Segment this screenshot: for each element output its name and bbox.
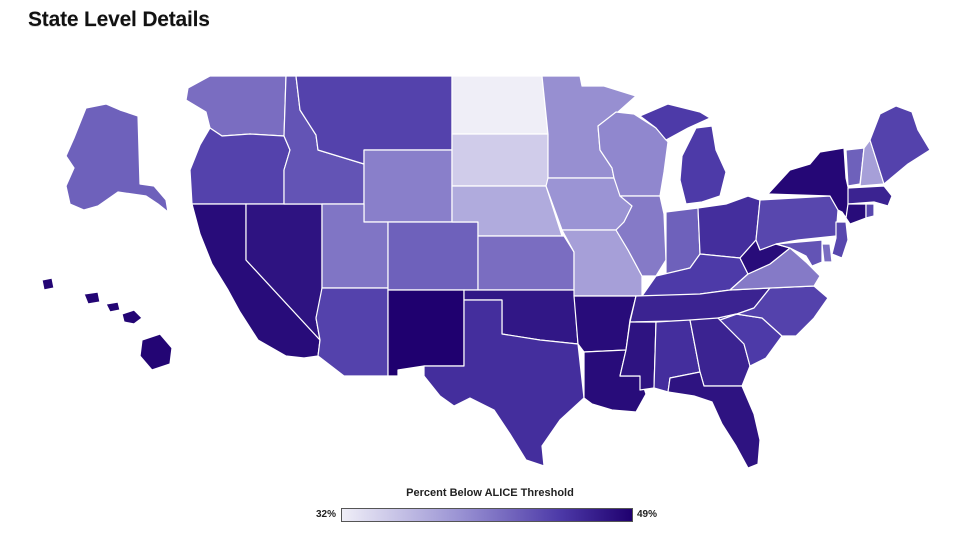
state-wi[interactable] xyxy=(597,111,669,197)
state-sd[interactable] xyxy=(451,133,549,187)
state-tx[interactable] xyxy=(423,299,585,467)
state-ct[interactable] xyxy=(845,203,867,225)
state-mi[interactable] xyxy=(639,103,727,205)
state-nd[interactable] xyxy=(451,75,549,135)
legend-min-label: 32% xyxy=(315,509,336,520)
state-il[interactable] xyxy=(615,195,667,277)
state-ma[interactable] xyxy=(847,185,893,207)
state-ny[interactable] xyxy=(767,147,851,219)
legend-gradient-bar xyxy=(341,508,633,522)
state-or[interactable] xyxy=(189,127,291,205)
state-nm[interactable] xyxy=(387,289,465,377)
page-title: State Level Details xyxy=(28,8,210,31)
legend-max-label: 49% xyxy=(637,509,658,520)
state-az[interactable] xyxy=(315,287,389,377)
state-ri[interactable] xyxy=(865,203,875,219)
legend-title: Percent Below ALICE Threshold xyxy=(406,487,574,499)
state-ks[interactable] xyxy=(477,235,575,291)
state-de[interactable] xyxy=(821,243,833,263)
state-hi[interactable] xyxy=(41,277,173,371)
state-me[interactable] xyxy=(869,105,931,185)
state-co[interactable] xyxy=(387,221,479,291)
state-ak[interactable] xyxy=(65,103,169,213)
state-md[interactable] xyxy=(775,239,823,267)
state-wa[interactable] xyxy=(185,75,287,137)
color-legend: Percent Below ALICE Threshold 32% 49% xyxy=(300,487,680,527)
state-fl[interactable] xyxy=(667,371,761,469)
state-nj[interactable] xyxy=(831,221,849,259)
state-wy[interactable] xyxy=(363,149,453,223)
